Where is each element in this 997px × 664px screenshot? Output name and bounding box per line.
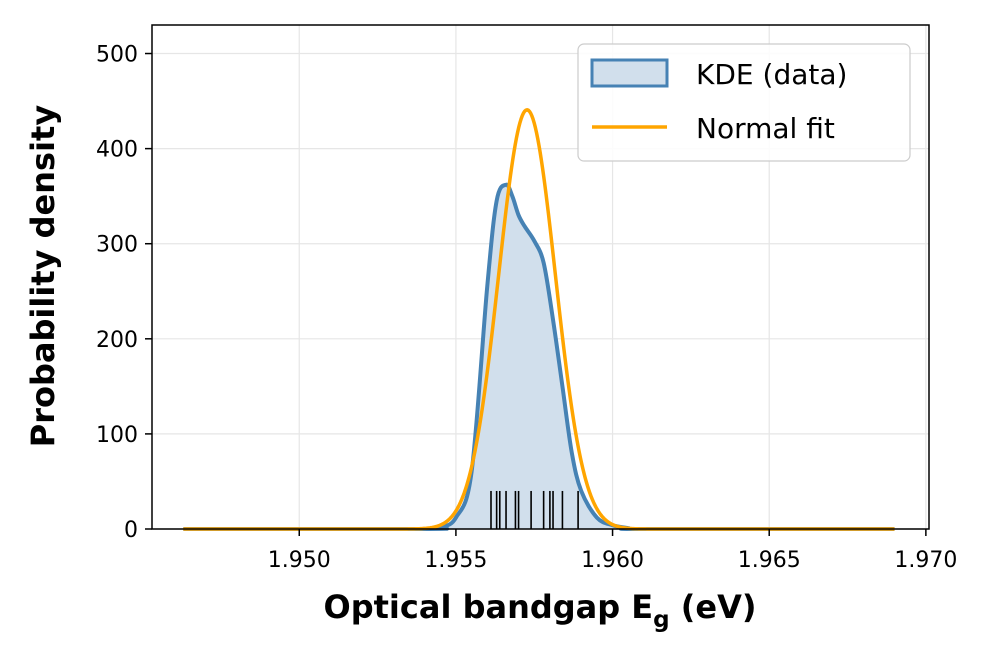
x-tick-label: 1.960 [581,548,644,573]
y-tick-label: 0 [124,518,138,543]
y-tick-label: 300 [96,233,138,258]
y-tick-label: 500 [96,43,138,68]
legend: KDE (data) Normal fit [577,43,911,162]
legend-kde-label: KDE (data) [696,58,847,91]
x-tick-label: 1.955 [424,548,487,573]
y-tick-label: 400 [96,138,138,163]
y-tick-label: 200 [96,328,138,353]
legend-normal-label: Normal fit [696,112,835,145]
y-axis-ticks: 0 100 200 300 400 500 [96,43,152,543]
x-axis-ticks: 1.950 1.955 1.960 1.965 1.970 [268,529,957,573]
x-axis-title: Optical bandgap Eg (eV) [324,588,757,633]
y-tick-label: 100 [96,423,138,448]
kde-area-fill [183,184,895,530]
y-axis-title: Probability density [24,105,62,448]
rug-plot [490,490,579,529]
legend-kde-swatch [590,58,669,88]
x-tick-label: 1.965 [738,548,801,573]
x-axis-title-subscript: g [653,607,669,633]
x-tick-label: 1.950 [268,548,331,573]
x-tick-label: 1.970 [894,548,957,573]
axes-frame [151,24,930,530]
